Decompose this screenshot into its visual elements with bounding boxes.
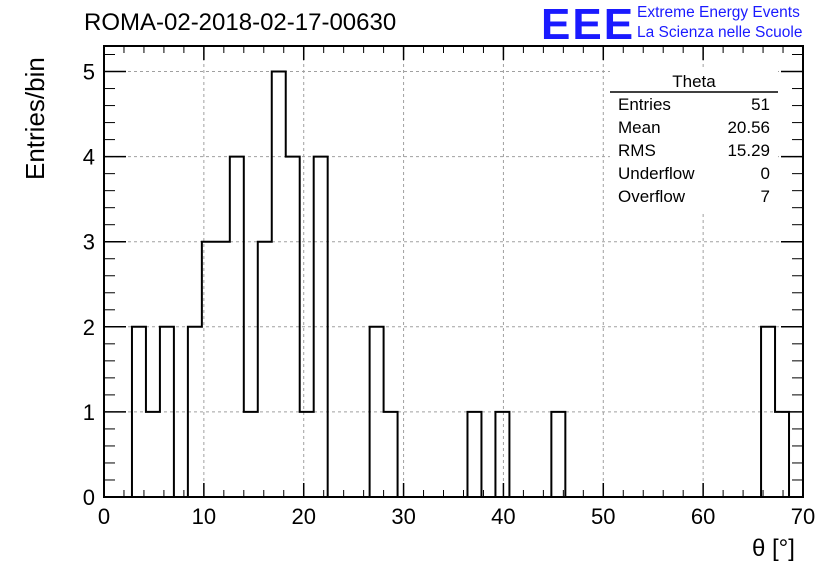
y-tick-label: 1 bbox=[83, 400, 95, 425]
stats-value: 7 bbox=[761, 187, 770, 206]
x-tick-label: 70 bbox=[791, 504, 815, 529]
logo-caption: Extreme Energy Events La Scienza nelle S… bbox=[637, 3, 802, 43]
x-tick-label: 20 bbox=[291, 504, 315, 529]
histogram-bin bbox=[272, 72, 286, 497]
stats-label: Underflow bbox=[618, 164, 695, 183]
stats-value: 51 bbox=[751, 95, 770, 114]
x-axis-label: θ [°] bbox=[752, 535, 795, 562]
x-tick-label: 30 bbox=[391, 504, 415, 529]
x-tick-label: 0 bbox=[98, 504, 110, 529]
stats-label: RMS bbox=[618, 141, 656, 160]
stats-value: 0 bbox=[761, 164, 770, 183]
stats-box bbox=[610, 70, 778, 212]
x-tick-label: 40 bbox=[491, 504, 515, 529]
y-axis-label: Entries/bin bbox=[20, 57, 50, 180]
histogram-bin bbox=[775, 412, 789, 497]
y-tick-label: 3 bbox=[83, 230, 95, 255]
histogram-bin bbox=[467, 412, 481, 497]
stats-value: 15.29 bbox=[727, 141, 770, 160]
stats-value: 20.56 bbox=[727, 118, 770, 137]
histogram-bin bbox=[495, 412, 509, 497]
histogram-bin bbox=[551, 412, 565, 497]
histogram-bin bbox=[216, 242, 230, 497]
plot-frame bbox=[103, 45, 804, 498]
logo-line-1: Extreme Energy Events bbox=[637, 4, 800, 21]
x-tick-label: 60 bbox=[691, 504, 715, 529]
x-tick-label: 50 bbox=[591, 504, 615, 529]
histogram-bin bbox=[258, 242, 272, 497]
y-tick-label: 2 bbox=[83, 315, 95, 340]
stats-label: Overflow bbox=[618, 187, 686, 206]
histogram-bin bbox=[384, 412, 398, 497]
x-tick-label: 10 bbox=[192, 504, 216, 529]
logo-line-2: La Scienza nelle Scuole bbox=[637, 24, 803, 41]
y-tick-label: 0 bbox=[83, 485, 95, 510]
y-tick-label: 4 bbox=[83, 145, 95, 170]
stats-label: Mean bbox=[618, 118, 661, 137]
eee-logo: EEE bbox=[541, 0, 636, 49]
stats-label: Entries bbox=[618, 95, 671, 114]
stats-title: Theta bbox=[672, 72, 716, 91]
histogram-bin bbox=[146, 412, 160, 497]
run-title: ROMA-02-2018-02-17-00630 bbox=[84, 9, 397, 36]
histogram-bin bbox=[300, 412, 314, 497]
y-tick-label: 5 bbox=[83, 60, 95, 85]
histogram-bin bbox=[244, 412, 258, 497]
